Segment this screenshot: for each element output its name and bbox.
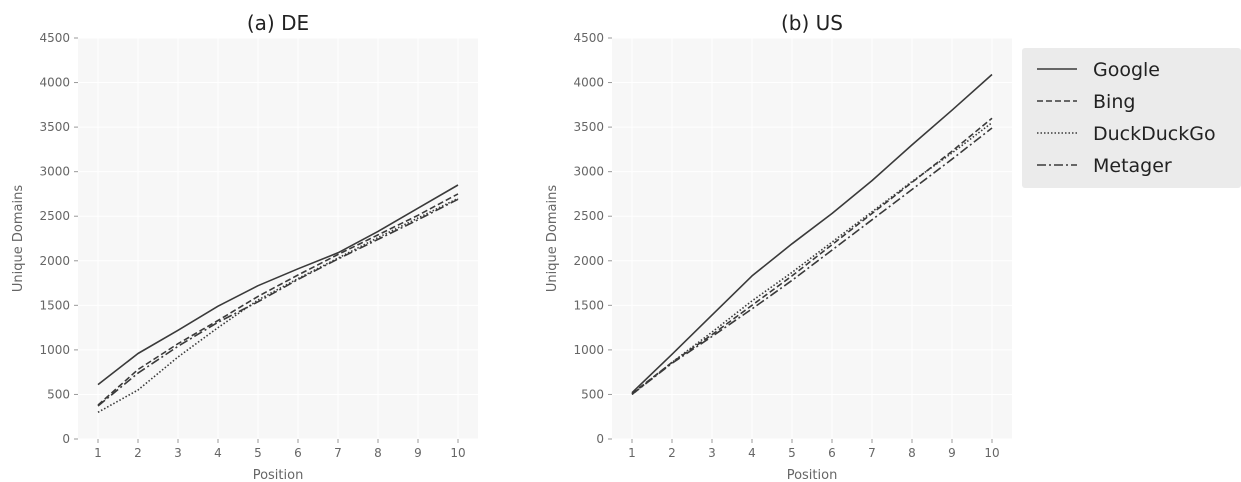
x-tick-label: 7: [868, 446, 876, 460]
x-tick-label: 10: [984, 446, 999, 460]
series-group-de: [97, 184, 459, 413]
grid-us: [612, 37, 1012, 440]
y-tick-label: 1000: [573, 343, 604, 357]
x-tick-label: 6: [828, 446, 836, 460]
x-tick-label: 5: [788, 446, 796, 460]
x-tick-label: 7: [334, 446, 342, 460]
y-tick-label: 2000: [573, 254, 604, 268]
y-tick-label: 500: [581, 387, 604, 401]
legend-box: [1022, 48, 1241, 188]
x-tick-label: 5: [254, 446, 262, 460]
series-line-google-de: [97, 184, 459, 386]
y-axis-label-us: Unique Domains: [545, 185, 560, 292]
y-tick-label: 2500: [39, 209, 70, 223]
legend: Google Bing DuckDuckGo Metager: [1022, 48, 1241, 188]
chart-panel-us: 0 500 1000 1500 2000 2500 3000 3500 4000 4500 1 2 3 4…: [545, 11, 1012, 482]
x-tick-label: 4: [214, 446, 222, 460]
legend-label-bing: Bing: [1093, 91, 1135, 113]
y-tick-label: 3500: [39, 120, 70, 134]
x-tick-label: 10: [450, 446, 465, 460]
series-group-us: [631, 73, 993, 396]
y-tick-label: 3000: [39, 165, 70, 179]
y-tick-label: 500: [47, 387, 70, 401]
series-line-google-us: [631, 73, 993, 394]
x-tick-label: 2: [134, 446, 142, 460]
series-line-metager-de: [97, 198, 459, 407]
x-tick-label: 8: [908, 446, 916, 460]
x-tick-label: 8: [374, 446, 382, 460]
series-line-metager-us: [631, 127, 993, 396]
chart-title-us: (b) US: [781, 11, 843, 35]
legend-label-google: Google: [1093, 59, 1160, 81]
y-tick-label: 1500: [39, 298, 70, 312]
x-tick-label: 2: [668, 446, 676, 460]
y-tick-label: 3000: [573, 165, 604, 179]
x-axis-label-us: Position: [787, 468, 838, 482]
legend-label-metager: Metager: [1093, 155, 1172, 177]
y-tick-label: 4000: [39, 76, 70, 90]
x-tick-label: 1: [628, 446, 636, 460]
plot-area-de: [78, 38, 478, 439]
x-tick-label: 9: [414, 446, 422, 460]
y-tick-label: 4500: [39, 31, 70, 45]
y-tick-label: 1000: [39, 343, 70, 357]
y-tick-label: 1500: [573, 298, 604, 312]
x-tick-label: 3: [174, 446, 182, 460]
x-tick-label: 9: [948, 446, 956, 460]
legend-label-duckduckgo: DuckDuckGo: [1093, 123, 1216, 145]
chart-title-de: (a) DE: [247, 11, 309, 35]
series-line-bing-us: [631, 117, 993, 395]
y-tick-label: 3500: [573, 120, 604, 134]
series-line-bing-de: [97, 193, 459, 406]
ticks-us: 0 500 1000 1500 2000 2500 3000 3500 4000 4500 1 2 3 4…: [573, 31, 999, 460]
x-tick-label: 6: [294, 446, 302, 460]
chart-panel-de: 0 500 1000 1500 2000 2500 3000 3500 4000 4500 1 2 3 4…: [11, 11, 478, 482]
x-tick-label: 4: [748, 446, 756, 460]
y-tick-label: 0: [596, 432, 604, 446]
y-tick-label: 4000: [573, 76, 604, 90]
x-axis-label-de: Position: [253, 468, 304, 482]
ticks-de: 0 500 1000 1500 2000 2500 3000 3500 4000 4500 1 2 3 4…: [39, 31, 465, 460]
y-axis-label-de: Unique Domains: [11, 185, 26, 292]
x-tick-label: 3: [708, 446, 716, 460]
y-tick-label: 0: [62, 432, 70, 446]
x-tick-label: 1: [94, 446, 102, 460]
y-tick-label: 2000: [39, 254, 70, 268]
y-tick-label: 2500: [573, 209, 604, 223]
plot-area-us: [612, 38, 1012, 439]
y-tick-label: 4500: [573, 31, 604, 45]
